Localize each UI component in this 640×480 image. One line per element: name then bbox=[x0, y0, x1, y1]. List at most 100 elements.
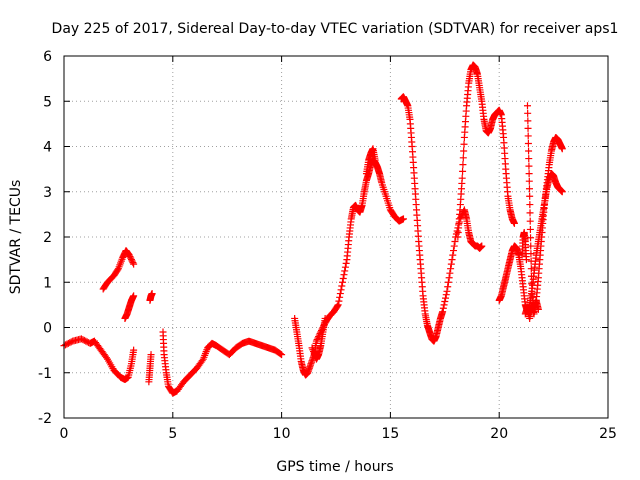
data-point bbox=[399, 215, 407, 223]
data-point bbox=[130, 346, 138, 354]
data-point bbox=[527, 265, 535, 273]
data-point bbox=[524, 117, 532, 125]
series-6 bbox=[159, 328, 286, 397]
data-point bbox=[527, 272, 535, 280]
series-4 bbox=[146, 290, 156, 304]
data-point bbox=[447, 260, 455, 268]
data-point bbox=[341, 263, 349, 271]
series-8 bbox=[308, 314, 329, 363]
data-point bbox=[447, 265, 455, 273]
data-point bbox=[439, 308, 447, 316]
data-point bbox=[510, 219, 518, 227]
data-point bbox=[446, 269, 454, 277]
data-point bbox=[525, 177, 533, 185]
data-point bbox=[525, 162, 533, 170]
data-point bbox=[339, 274, 347, 282]
y-tick-label: 2 bbox=[43, 230, 52, 246]
data-point bbox=[528, 280, 536, 288]
y-tick-label: 0 bbox=[43, 321, 52, 337]
data-points bbox=[60, 61, 566, 397]
data-point bbox=[313, 336, 321, 344]
data-point bbox=[338, 282, 346, 290]
data-point bbox=[525, 170, 533, 178]
plot-frame bbox=[63, 55, 609, 419]
data-point bbox=[314, 334, 322, 342]
data-point bbox=[527, 257, 535, 265]
y-tick-label: 5 bbox=[43, 94, 52, 110]
y-tick-label: 4 bbox=[43, 140, 52, 156]
data-point bbox=[524, 132, 532, 140]
y-tick-label: 1 bbox=[43, 275, 52, 291]
data-point bbox=[148, 290, 156, 298]
series-3 bbox=[121, 292, 138, 322]
data-point bbox=[453, 227, 461, 235]
data-point bbox=[336, 293, 344, 301]
data-point bbox=[460, 140, 468, 148]
data-point bbox=[337, 286, 345, 294]
data-point bbox=[147, 351, 155, 359]
data-point bbox=[321, 314, 329, 322]
data-point bbox=[443, 287, 451, 295]
data-point bbox=[334, 301, 342, 309]
x-tick-label: 0 bbox=[60, 426, 69, 442]
data-point bbox=[114, 266, 122, 274]
data-point bbox=[127, 256, 135, 264]
data-point bbox=[526, 192, 534, 200]
data-point bbox=[523, 102, 531, 110]
x-tick-label: 25 bbox=[599, 426, 617, 442]
data-point bbox=[458, 174, 466, 182]
series-9 bbox=[362, 145, 379, 178]
data-point bbox=[333, 302, 341, 310]
data-point bbox=[278, 351, 286, 359]
data-point bbox=[439, 304, 447, 312]
data-point bbox=[339, 278, 347, 286]
data-point bbox=[444, 283, 452, 291]
series-10 bbox=[397, 93, 486, 345]
data-point bbox=[460, 147, 468, 155]
data-point bbox=[527, 242, 535, 250]
data-point bbox=[527, 234, 535, 242]
data-point bbox=[526, 225, 534, 233]
data-point bbox=[459, 161, 467, 169]
data-point bbox=[442, 294, 450, 302]
data-point bbox=[442, 291, 450, 299]
data-point bbox=[558, 188, 566, 196]
data-point bbox=[371, 156, 379, 164]
chart-title: Day 225 of 2017, Sidereal Day-to-day VTE… bbox=[52, 21, 619, 37]
data-point bbox=[525, 185, 533, 193]
data-point bbox=[277, 350, 285, 358]
series-2 bbox=[99, 247, 138, 293]
x-tick-labels: 0 5 10 15 20 25 bbox=[60, 426, 617, 442]
y-tick-label: 6 bbox=[43, 49, 52, 65]
data-point bbox=[128, 257, 136, 265]
x-axis-label: GPS time / hours bbox=[276, 459, 393, 475]
data-point bbox=[125, 251, 133, 259]
data-point bbox=[525, 155, 533, 163]
series-7 bbox=[291, 156, 407, 379]
data-point bbox=[522, 256, 530, 264]
data-point bbox=[524, 109, 532, 117]
data-point bbox=[130, 260, 138, 268]
x-tick-label: 15 bbox=[381, 426, 399, 442]
data-point bbox=[459, 154, 467, 162]
data-point bbox=[450, 247, 458, 255]
series-13 bbox=[523, 102, 566, 313]
data-point bbox=[340, 271, 348, 279]
data-point bbox=[451, 238, 459, 246]
data-point bbox=[445, 274, 453, 282]
data-point bbox=[448, 256, 456, 264]
data-point bbox=[342, 259, 350, 267]
data-point bbox=[526, 217, 534, 225]
x-tick-label: 10 bbox=[273, 426, 291, 442]
series-1 bbox=[60, 335, 138, 384]
y-tick-label: -2 bbox=[38, 411, 52, 427]
data-point bbox=[526, 201, 534, 209]
data-point bbox=[478, 242, 486, 250]
x-tick-label: 20 bbox=[490, 426, 508, 442]
series-15 bbox=[521, 296, 542, 322]
y-tick-label: -1 bbox=[38, 366, 52, 382]
data-point bbox=[449, 251, 457, 259]
series-14 bbox=[518, 228, 530, 264]
data-point bbox=[459, 167, 467, 175]
